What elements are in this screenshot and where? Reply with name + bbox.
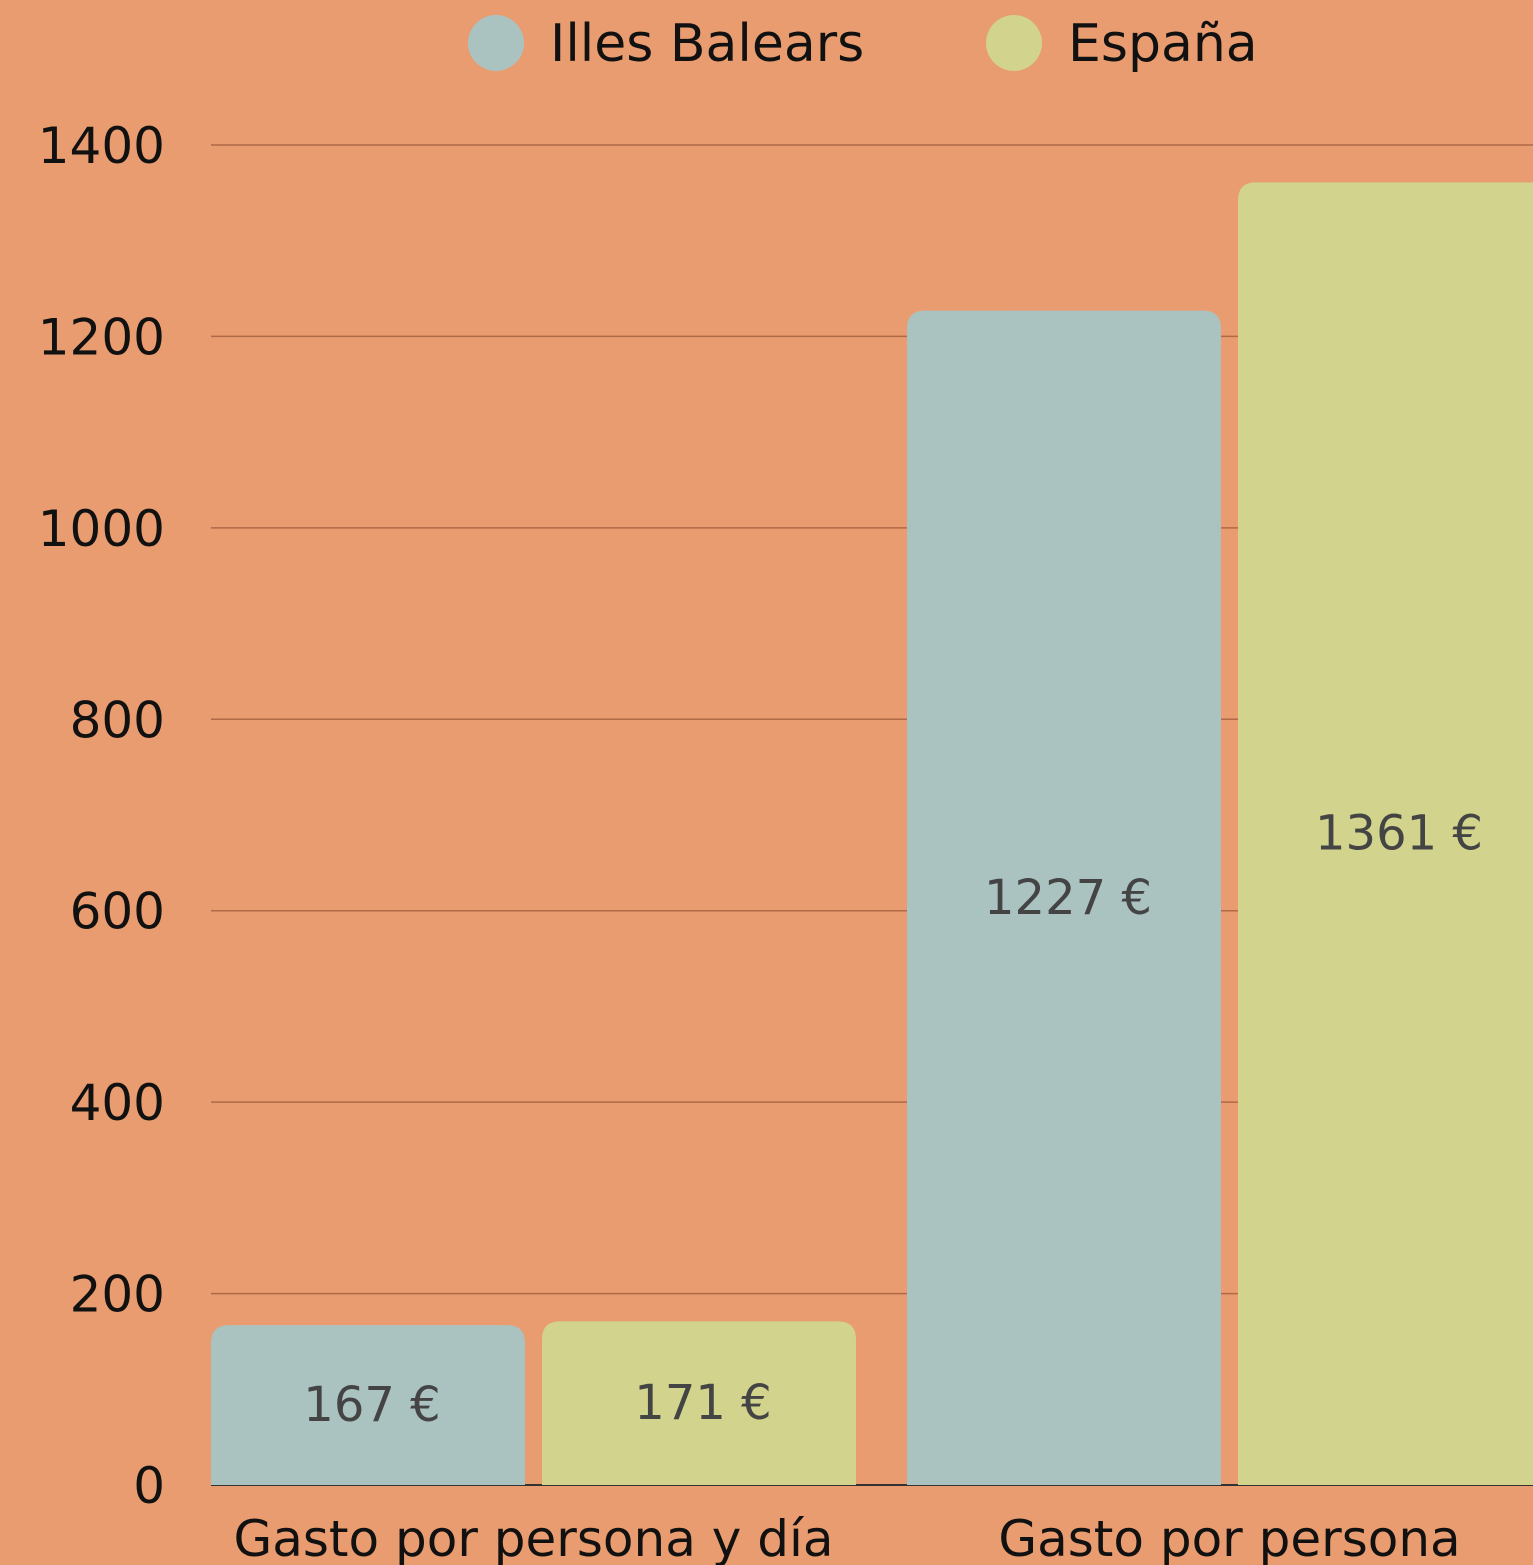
legend-swatch xyxy=(986,15,1042,71)
x-tick-label: Gasto por persona y día xyxy=(234,1510,834,1565)
y-tick-label: 0 xyxy=(133,1457,165,1515)
value-label: 167 € xyxy=(303,1377,440,1433)
bar xyxy=(907,310,1221,1486)
y-tick-label: 800 xyxy=(70,691,165,749)
bar xyxy=(1238,182,1533,1485)
legend-swatch xyxy=(468,15,524,71)
value-label: 1361 € xyxy=(1315,806,1483,862)
value-label: 1227 € xyxy=(984,870,1152,926)
y-tick-label: 600 xyxy=(70,883,165,941)
y-tick-label: 400 xyxy=(70,1074,165,1132)
x-tick-label: Gasto por persona xyxy=(998,1510,1460,1565)
legend-label: España xyxy=(1068,14,1258,74)
legend-label: Illes Balears xyxy=(550,14,864,74)
bar xyxy=(211,1325,525,1485)
y-tick-label: 1200 xyxy=(38,308,165,366)
value-label: 171 € xyxy=(634,1375,771,1431)
y-tick-label: 1400 xyxy=(38,117,165,175)
bar xyxy=(542,1321,856,1485)
y-tick-label: 1000 xyxy=(38,500,165,558)
y-tick-label: 200 xyxy=(70,1266,165,1324)
